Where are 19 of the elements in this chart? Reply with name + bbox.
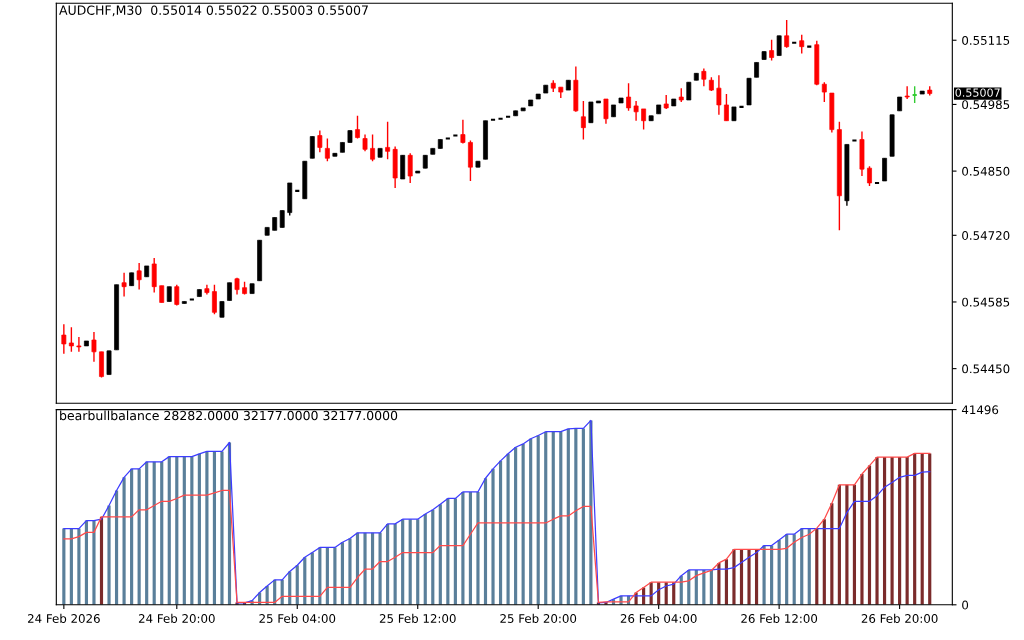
annotation: 0.55007	[955, 88, 1000, 97]
x-tick-label: 25 Feb 04:00	[259, 613, 336, 623]
x-tick-label: 24 Feb 2026	[27, 613, 100, 623]
y-tick-label: 0.54720	[962, 231, 1010, 240]
chart-title: bearbullbalance 28282.0000 32177.0000 32177.0000	[60, 410, 398, 421]
x-tick-label: 26 Feb 20:00	[861, 613, 938, 623]
y-tick-label: 0.54850	[962, 166, 1010, 176]
x-tick-label: 25 Feb 20:00	[500, 613, 577, 623]
y-tick-label: 0.55115	[962, 35, 1010, 45]
y-tick-label: 0.54450	[962, 364, 1010, 374]
x-tick-label: 25 Feb 12:00	[379, 613, 456, 623]
chart-title: AUDCHF,M30 0.55014 0.55022 0.55003 0.55007	[59, 5, 368, 17]
y-tick-label: 0	[962, 600, 969, 610]
y-tick-label: 0.54585	[962, 297, 1010, 307]
y-tick-label: 41496	[961, 405, 999, 415]
x-tick-label: 24 Feb 20:00	[138, 613, 215, 623]
y-tick-label: 0.54985	[962, 100, 1010, 110]
x-tick-label: 26 Feb 04:00	[620, 613, 697, 623]
x-tick-label: 26 Feb 12:00	[741, 613, 818, 623]
